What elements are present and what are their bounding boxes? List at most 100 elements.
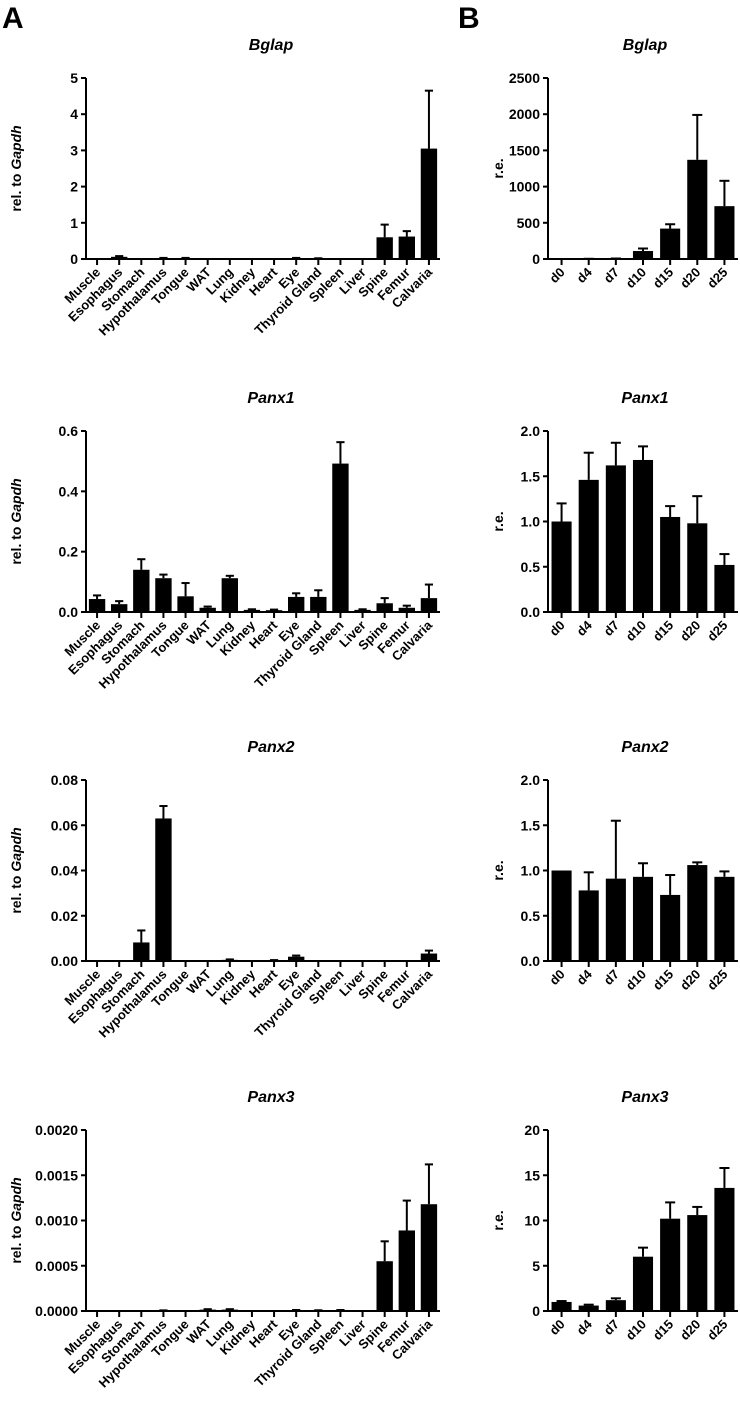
bar xyxy=(632,251,654,259)
bar xyxy=(177,596,194,612)
y-axis-label: r.e. xyxy=(490,1210,506,1230)
x-tick-label: d15 xyxy=(650,1317,676,1343)
bar xyxy=(714,206,735,259)
x-tick-label: d0 xyxy=(546,618,567,639)
bar xyxy=(376,237,393,259)
x-tick-label: d10 xyxy=(623,618,649,644)
bar xyxy=(288,956,305,961)
bar xyxy=(578,890,599,961)
bar xyxy=(714,564,735,612)
bar xyxy=(578,1305,599,1311)
y-tick-label: 1500 xyxy=(509,142,540,158)
y-tick-label: 2.0 xyxy=(521,772,541,788)
bar xyxy=(660,228,681,259)
y-tick-label: 0.0 xyxy=(521,604,541,620)
bar xyxy=(551,1301,572,1311)
x-tick-label: d20 xyxy=(677,265,703,291)
y-tick-label: 0.0000 xyxy=(35,1303,78,1319)
bar xyxy=(111,604,128,612)
y-tick-label: 0.08 xyxy=(51,772,78,788)
panel-label-a: A xyxy=(2,2,24,35)
chart-title: Panx3 xyxy=(621,1089,668,1106)
y-axis-label-text: r.e. xyxy=(490,158,506,178)
bar xyxy=(660,894,681,961)
x-tick-label: d15 xyxy=(650,265,676,291)
x-tick-label: d4 xyxy=(574,617,596,639)
bar xyxy=(88,599,106,612)
bar xyxy=(265,610,283,612)
bar xyxy=(111,256,128,259)
y-tick-label: 15 xyxy=(524,1167,540,1183)
x-tick-label: d7 xyxy=(601,618,622,639)
x-tick-label: d25 xyxy=(704,265,730,291)
bar xyxy=(420,598,438,612)
y-axis-label-text: r.e. xyxy=(490,860,506,880)
y-tick-label: 0.00 xyxy=(51,953,78,969)
chart-title: Panx1 xyxy=(621,390,668,407)
y-tick-label: 20 xyxy=(524,1122,540,1138)
bar xyxy=(660,516,681,612)
y-axis-label-text: rel. to xyxy=(8,872,24,914)
y-tick-label: 1.0 xyxy=(521,863,541,879)
y-tick-label: 2500 xyxy=(509,70,540,86)
chart-b-panx2: Panx2 r.e. 0.0 0.5 1.0 1.5 2.0 d0 d4 d7 d10 d15 d20 d… xyxy=(490,739,738,993)
bar xyxy=(310,596,327,612)
chart-title: Panx2 xyxy=(247,739,294,756)
x-tick-label: d0 xyxy=(546,265,567,286)
y-axis-label: rel. to Gapdh xyxy=(8,125,24,211)
y-tick-label: 1 xyxy=(70,215,78,231)
y-axis-label: r.e. xyxy=(490,511,506,531)
bar xyxy=(155,818,172,961)
bar xyxy=(221,1309,238,1311)
x-tick-label: d10 xyxy=(623,265,649,291)
y-tick-label: 0 xyxy=(70,251,78,267)
x-tick-label: d4 xyxy=(574,264,596,286)
y-tick-label: 1000 xyxy=(509,179,540,195)
bar xyxy=(398,607,415,612)
y-axis-label-text: rel. to xyxy=(8,1222,24,1264)
y-axis-label-italic: Gapdh xyxy=(8,478,24,522)
x-tick-label: d4 xyxy=(574,966,596,988)
x-tick-label: d4 xyxy=(574,1316,596,1338)
chart-b-bglap: Bglap r.e. 0 500 1000 1500 2000 2500 d0 d4 d7 d10 d1… xyxy=(490,37,738,291)
y-tick-label: 3 xyxy=(70,142,78,158)
bar xyxy=(605,465,626,612)
y-tick-label: 1.5 xyxy=(521,817,541,833)
y-tick-label: 0.0005 xyxy=(35,1258,78,1274)
bar xyxy=(376,603,393,612)
y-tick-label: 0.0015 xyxy=(35,1167,78,1183)
bar xyxy=(605,878,626,961)
x-tick-label: d25 xyxy=(704,1317,730,1343)
bar xyxy=(578,479,599,612)
x-tick-label: d7 xyxy=(601,265,622,286)
panel-label-b: B xyxy=(458,2,480,35)
bar xyxy=(420,148,438,259)
y-tick-label: 0.02 xyxy=(51,908,78,924)
y-axis-label-italic: Gapdh xyxy=(8,827,24,871)
y-axis-label-text: r.e. xyxy=(490,511,506,531)
y-tick-label: 0.6 xyxy=(59,423,79,439)
x-tick-label: d15 xyxy=(650,967,676,993)
x-tick-label: d7 xyxy=(601,967,622,988)
bar xyxy=(687,523,708,612)
y-tick-label: 2000 xyxy=(509,106,540,122)
bar xyxy=(354,609,371,612)
bar xyxy=(133,942,150,961)
bar xyxy=(605,1300,626,1311)
y-tick-label: 5 xyxy=(70,70,78,86)
y-tick-label: 1.5 xyxy=(521,468,541,484)
bar xyxy=(243,609,261,612)
y-tick-label: 500 xyxy=(517,215,541,231)
y-axis-label-text: rel. to xyxy=(8,523,24,565)
y-tick-label: 0.0010 xyxy=(35,1213,78,1229)
bar xyxy=(660,1218,681,1311)
y-axis-label-italic: Gapdh xyxy=(8,125,24,169)
bar xyxy=(199,607,216,612)
bar xyxy=(398,1230,415,1311)
bar xyxy=(420,953,438,961)
chart-title: Panx1 xyxy=(247,390,294,407)
